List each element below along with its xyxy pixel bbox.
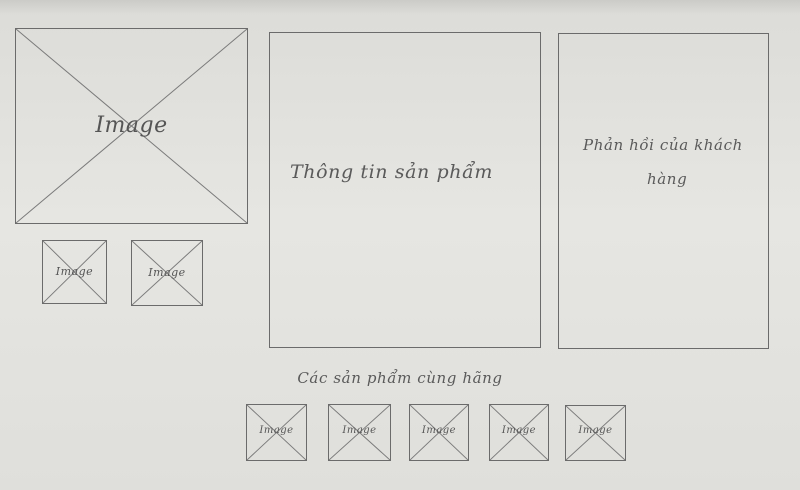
thumbnail-image: Image (131, 240, 203, 306)
related-product-label: Image (421, 425, 457, 436)
customer-feedback-label-line2: hàng (647, 170, 688, 188)
related-product-image: Image (565, 405, 626, 461)
related-product-image: Image (246, 404, 307, 461)
related-product-label: Image (259, 425, 294, 436)
related-product-image: Image (409, 404, 469, 461)
main-product-image: Image (15, 28, 248, 224)
image-placeholder-cross-icon (410, 405, 468, 460)
image-placeholder-cross-icon (490, 405, 548, 460)
paper-edge (0, 0, 800, 14)
thumbnail-label: Image (55, 265, 94, 278)
customer-feedback-panel: Phản hồi của khách hàng (558, 33, 769, 349)
product-info-panel: Thông tin sản phẩm (269, 32, 541, 348)
image-placeholder-cross-icon (16, 29, 247, 223)
related-product-label: Image (342, 425, 377, 436)
image-placeholder-cross-icon (247, 405, 306, 460)
related-product-image: Image (328, 404, 391, 461)
related-products-caption: Các sản phẩm cùng hãng (297, 369, 503, 387)
thumbnail-label: Image (148, 266, 186, 279)
main-image-label: Image (95, 113, 168, 138)
image-placeholder-cross-icon (43, 241, 106, 303)
customer-feedback-label: Phản hồi của khách (583, 136, 743, 154)
related-product-image: Image (489, 404, 549, 461)
related-product-label: Image (501, 425, 537, 436)
image-placeholder-cross-icon (329, 405, 390, 460)
image-placeholder-cross-icon (566, 406, 625, 460)
product-info-label: Thông tin sản phẩm (290, 161, 493, 183)
thumbnail-image: Image (42, 240, 107, 304)
image-placeholder-cross-icon (132, 241, 202, 305)
related-product-label: Image (578, 425, 613, 436)
